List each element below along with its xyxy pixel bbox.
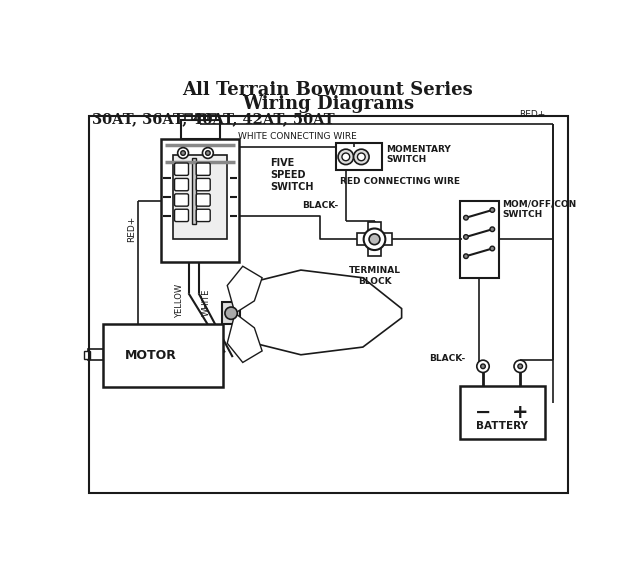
- Bar: [180, 120, 220, 139]
- Circle shape: [353, 149, 369, 164]
- Polygon shape: [227, 313, 262, 363]
- Bar: [208, 114, 216, 120]
- Text: 30AT, 36AT, 40AT, 42AT, 50AT: 30AT, 36AT, 40AT, 42AT, 50AT: [92, 112, 334, 126]
- Circle shape: [180, 151, 186, 155]
- Text: FIVE
SPEED
SWITCH: FIVE SPEED SWITCH: [270, 158, 314, 191]
- FancyBboxPatch shape: [196, 163, 210, 175]
- Text: RED CONNECTING WIRE: RED CONNECTING WIRE: [340, 177, 460, 186]
- Circle shape: [369, 234, 380, 245]
- Polygon shape: [235, 270, 402, 355]
- Circle shape: [202, 148, 213, 158]
- Circle shape: [490, 246, 495, 251]
- Text: +: +: [512, 403, 529, 422]
- Circle shape: [225, 307, 237, 319]
- Text: −: −: [475, 403, 491, 422]
- Circle shape: [358, 153, 365, 160]
- FancyBboxPatch shape: [196, 194, 210, 206]
- FancyBboxPatch shape: [175, 194, 189, 206]
- Circle shape: [463, 254, 468, 258]
- FancyBboxPatch shape: [175, 178, 189, 191]
- Bar: [103, 324, 223, 387]
- Bar: [222, 302, 241, 324]
- Text: WHITE CONNECTING WIRE: WHITE CONNECTING WIRE: [237, 132, 356, 141]
- Circle shape: [178, 148, 189, 158]
- FancyBboxPatch shape: [196, 178, 210, 191]
- Circle shape: [490, 208, 495, 212]
- Text: BATTERY: BATTERY: [476, 421, 528, 431]
- Bar: [88, 350, 103, 360]
- Circle shape: [518, 364, 522, 369]
- Text: All Terrain Bowmount Series: All Terrain Bowmount Series: [182, 82, 474, 100]
- Bar: [191, 158, 196, 224]
- Bar: [336, 143, 382, 170]
- Bar: [161, 139, 239, 262]
- Circle shape: [463, 216, 468, 220]
- Circle shape: [342, 153, 349, 160]
- Text: YELLOW: YELLOW: [175, 284, 184, 318]
- Text: MOTOR: MOTOR: [125, 349, 177, 362]
- Circle shape: [490, 227, 495, 231]
- Bar: [184, 114, 193, 120]
- Bar: [90, 116, 568, 493]
- Circle shape: [514, 360, 527, 373]
- Text: BLACK-: BLACK-: [429, 354, 465, 363]
- Circle shape: [205, 151, 210, 155]
- Bar: [460, 201, 499, 278]
- Text: RED+: RED+: [519, 110, 545, 119]
- Bar: [173, 155, 227, 239]
- Circle shape: [463, 235, 468, 239]
- Bar: [358, 233, 392, 245]
- Text: MOM/OFF/CON
SWITCH: MOM/OFF/CON SWITCH: [502, 199, 577, 218]
- Text: WHITE: WHITE: [202, 289, 211, 316]
- Bar: [196, 114, 204, 120]
- Text: Wiring Diagrams: Wiring Diagrams: [242, 95, 414, 113]
- Circle shape: [338, 149, 353, 164]
- Text: MOMENTARY
SWITCH: MOMENTARY SWITCH: [386, 145, 451, 164]
- Text: BLACK-: BLACK-: [302, 201, 339, 210]
- Polygon shape: [227, 266, 262, 313]
- FancyBboxPatch shape: [196, 209, 210, 222]
- Bar: [84, 351, 90, 359]
- FancyBboxPatch shape: [175, 163, 189, 175]
- FancyBboxPatch shape: [175, 209, 189, 222]
- Circle shape: [481, 364, 485, 369]
- Bar: [368, 222, 381, 256]
- Text: TERMINAL
BLOCK: TERMINAL BLOCK: [349, 266, 401, 285]
- Circle shape: [477, 360, 489, 373]
- Circle shape: [364, 229, 385, 250]
- Bar: [460, 386, 545, 440]
- Text: RED+: RED+: [127, 216, 136, 243]
